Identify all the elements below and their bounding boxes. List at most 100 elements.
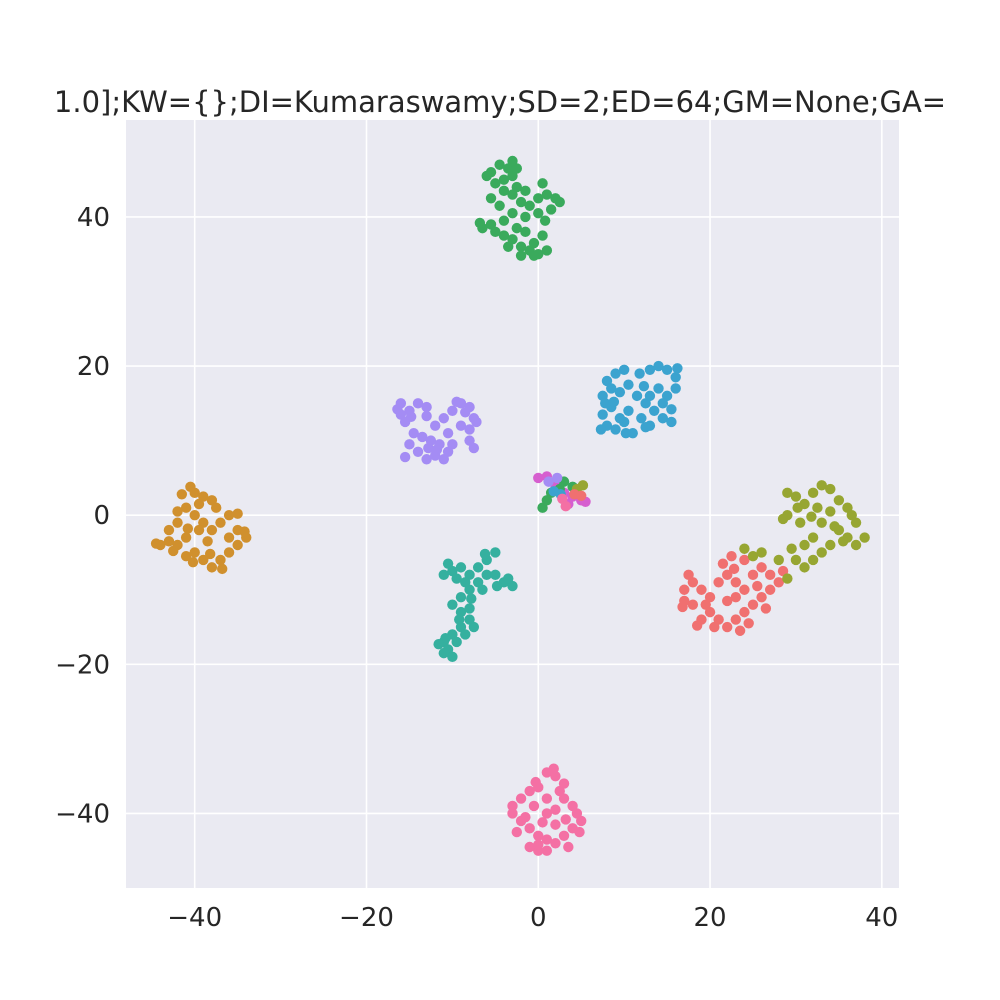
- data-point: [451, 573, 462, 584]
- data-point: [223, 509, 235, 521]
- cluster-14: [569, 489, 587, 501]
- data-point: [545, 204, 557, 215]
- data-point: [455, 592, 467, 603]
- data-point: [481, 569, 492, 581]
- data-point: [610, 368, 621, 379]
- data-point: [182, 523, 194, 534]
- data-point: [471, 416, 482, 428]
- y-tick-label: −20: [55, 650, 110, 680]
- data-point: [614, 386, 626, 398]
- data-point: [515, 793, 527, 804]
- cluster-4: [433, 547, 518, 663]
- data-point: [491, 580, 503, 592]
- data-point: [649, 405, 660, 416]
- cluster-11: [543, 472, 563, 487]
- data-point: [782, 487, 793, 499]
- data-point: [520, 811, 531, 823]
- data-point: [498, 174, 510, 185]
- data-point: [666, 404, 677, 415]
- data-point: [412, 398, 424, 409]
- data-point: [524, 785, 535, 797]
- cluster-6: [677, 550, 789, 636]
- data-point: [677, 601, 688, 613]
- data-point: [433, 638, 444, 650]
- data-point: [168, 545, 179, 557]
- cluster-3: [150, 481, 252, 575]
- data-point: [239, 526, 250, 537]
- data-point: [232, 508, 243, 519]
- data-point: [430, 420, 441, 431]
- data-point: [537, 230, 548, 241]
- data-point: [528, 250, 540, 261]
- data-point: [232, 539, 243, 551]
- data-point: [438, 647, 449, 659]
- data-point: [620, 427, 632, 439]
- data-point: [728, 563, 740, 575]
- data-point: [567, 800, 578, 812]
- data-point: [541, 793, 553, 804]
- data-point: [528, 800, 540, 812]
- data-point: [537, 178, 548, 189]
- data-point: [189, 547, 200, 558]
- data-point: [786, 543, 797, 554]
- data-point: [608, 396, 620, 408]
- data-point: [520, 211, 531, 223]
- data-point: [464, 603, 475, 614]
- data-point: [460, 407, 471, 418]
- data-point: [215, 517, 226, 528]
- data-point: [747, 599, 759, 610]
- data-point: [202, 536, 213, 547]
- data-point: [447, 439, 458, 450]
- data-point: [670, 383, 681, 394]
- data-point: [455, 420, 467, 431]
- data-point: [614, 413, 626, 424]
- data-point: [451, 396, 462, 408]
- data-point: [606, 383, 617, 394]
- data-point: [524, 841, 535, 853]
- data-point: [392, 404, 403, 415]
- data-point: [447, 405, 458, 416]
- data-point: [507, 208, 518, 219]
- x-tick-label: −20: [339, 903, 394, 933]
- data-point: [696, 584, 707, 595]
- chart-title: 1.0];KW={};DI=Kumaraswamy;SD=2;ED=64;GM=…: [54, 85, 946, 119]
- data-point: [816, 517, 827, 528]
- data-point: [206, 524, 218, 536]
- data-point: [548, 763, 559, 774]
- data-point: [405, 411, 417, 422]
- data-point: [490, 178, 501, 189]
- data-point: [777, 513, 789, 525]
- data-point: [640, 422, 651, 433]
- data-point: [764, 569, 776, 581]
- data-point: [215, 554, 226, 566]
- data-point: [421, 401, 432, 413]
- data-point: [541, 845, 553, 856]
- data-point: [634, 368, 645, 379]
- y-tick-label: 40: [77, 203, 110, 233]
- data-point: [807, 487, 819, 499]
- data-point: [507, 800, 518, 812]
- data-point: [773, 577, 784, 588]
- data-point: [672, 363, 683, 374]
- data-point: [752, 580, 763, 592]
- data-point: [533, 208, 544, 219]
- data-point: [653, 383, 664, 394]
- data-point: [747, 569, 759, 581]
- cluster-7: [739, 480, 870, 584]
- data-point: [507, 808, 518, 819]
- data-point: [511, 826, 522, 838]
- data-point: [490, 547, 501, 558]
- data-point: [850, 539, 862, 551]
- data-point: [223, 532, 235, 543]
- data-point: [764, 584, 776, 595]
- data-point: [515, 241, 527, 252]
- data-point: [187, 556, 199, 568]
- data-point: [807, 554, 819, 566]
- data-point: [574, 826, 585, 838]
- data-point: [474, 217, 486, 229]
- data-point: [577, 480, 589, 491]
- data-point: [503, 241, 514, 252]
- data-point: [515, 250, 527, 261]
- data-point: [421, 410, 432, 422]
